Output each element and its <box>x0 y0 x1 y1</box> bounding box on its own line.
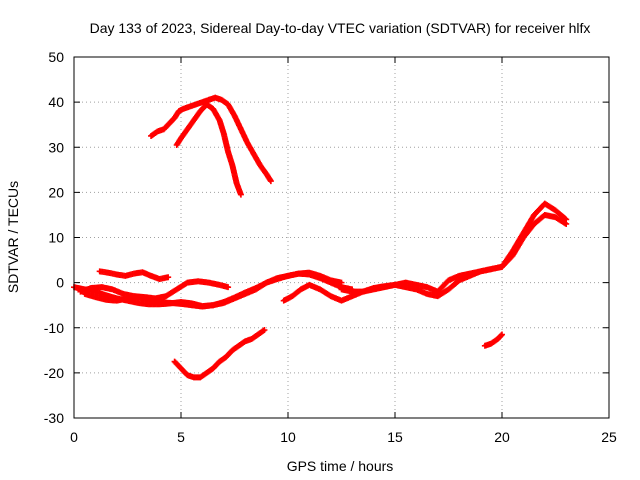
series-arc-3 <box>205 94 274 185</box>
y-tick-label: 30 <box>48 139 64 155</box>
y-tick-label: -10 <box>44 320 64 336</box>
y-tick-label: 50 <box>48 49 64 65</box>
grid-lines <box>74 57 609 418</box>
y-tick-label: 20 <box>48 184 64 200</box>
data-point <box>261 327 268 334</box>
series-arc-9 <box>338 200 570 295</box>
x-tick-label: 5 <box>177 429 185 445</box>
x-tick-label: 0 <box>70 429 78 445</box>
y-tick-label: -30 <box>44 410 64 426</box>
y-tick-label: 0 <box>56 275 64 291</box>
y-tick-label: 40 <box>48 94 64 110</box>
series-arc-10 <box>171 327 268 381</box>
data-point <box>499 331 505 338</box>
x-tick-label: 10 <box>280 429 296 445</box>
data-point <box>563 216 570 223</box>
y-axis-label: SDTVAR / TECUs <box>5 181 21 293</box>
data-point <box>237 191 244 198</box>
x-tick-label: 20 <box>494 429 510 445</box>
data-point <box>267 178 274 185</box>
series-arc-11 <box>481 331 505 349</box>
data-point <box>498 332 505 339</box>
series-arc-4 <box>96 268 172 283</box>
chart-title: Day 133 of 2023, Sidereal Day-to-day VTE… <box>90 20 591 36</box>
series-arc-1 <box>148 96 212 139</box>
y-tick-label: -20 <box>44 365 64 381</box>
x-tick-label: 25 <box>601 429 617 445</box>
y-tick-label: 10 <box>48 230 64 246</box>
x-axis-label: GPS time / hours <box>287 458 394 474</box>
data-point <box>225 284 232 291</box>
axis-ticks: 0 5 10 15 20 25 -30 -20 -10 0 10 20 30 40 50 <box>44 49 617 445</box>
data-point <box>165 274 172 281</box>
x-tick-label: 15 <box>387 429 403 445</box>
series-arc-2 <box>173 101 244 198</box>
data-point <box>562 215 569 222</box>
data-points <box>71 94 570 381</box>
